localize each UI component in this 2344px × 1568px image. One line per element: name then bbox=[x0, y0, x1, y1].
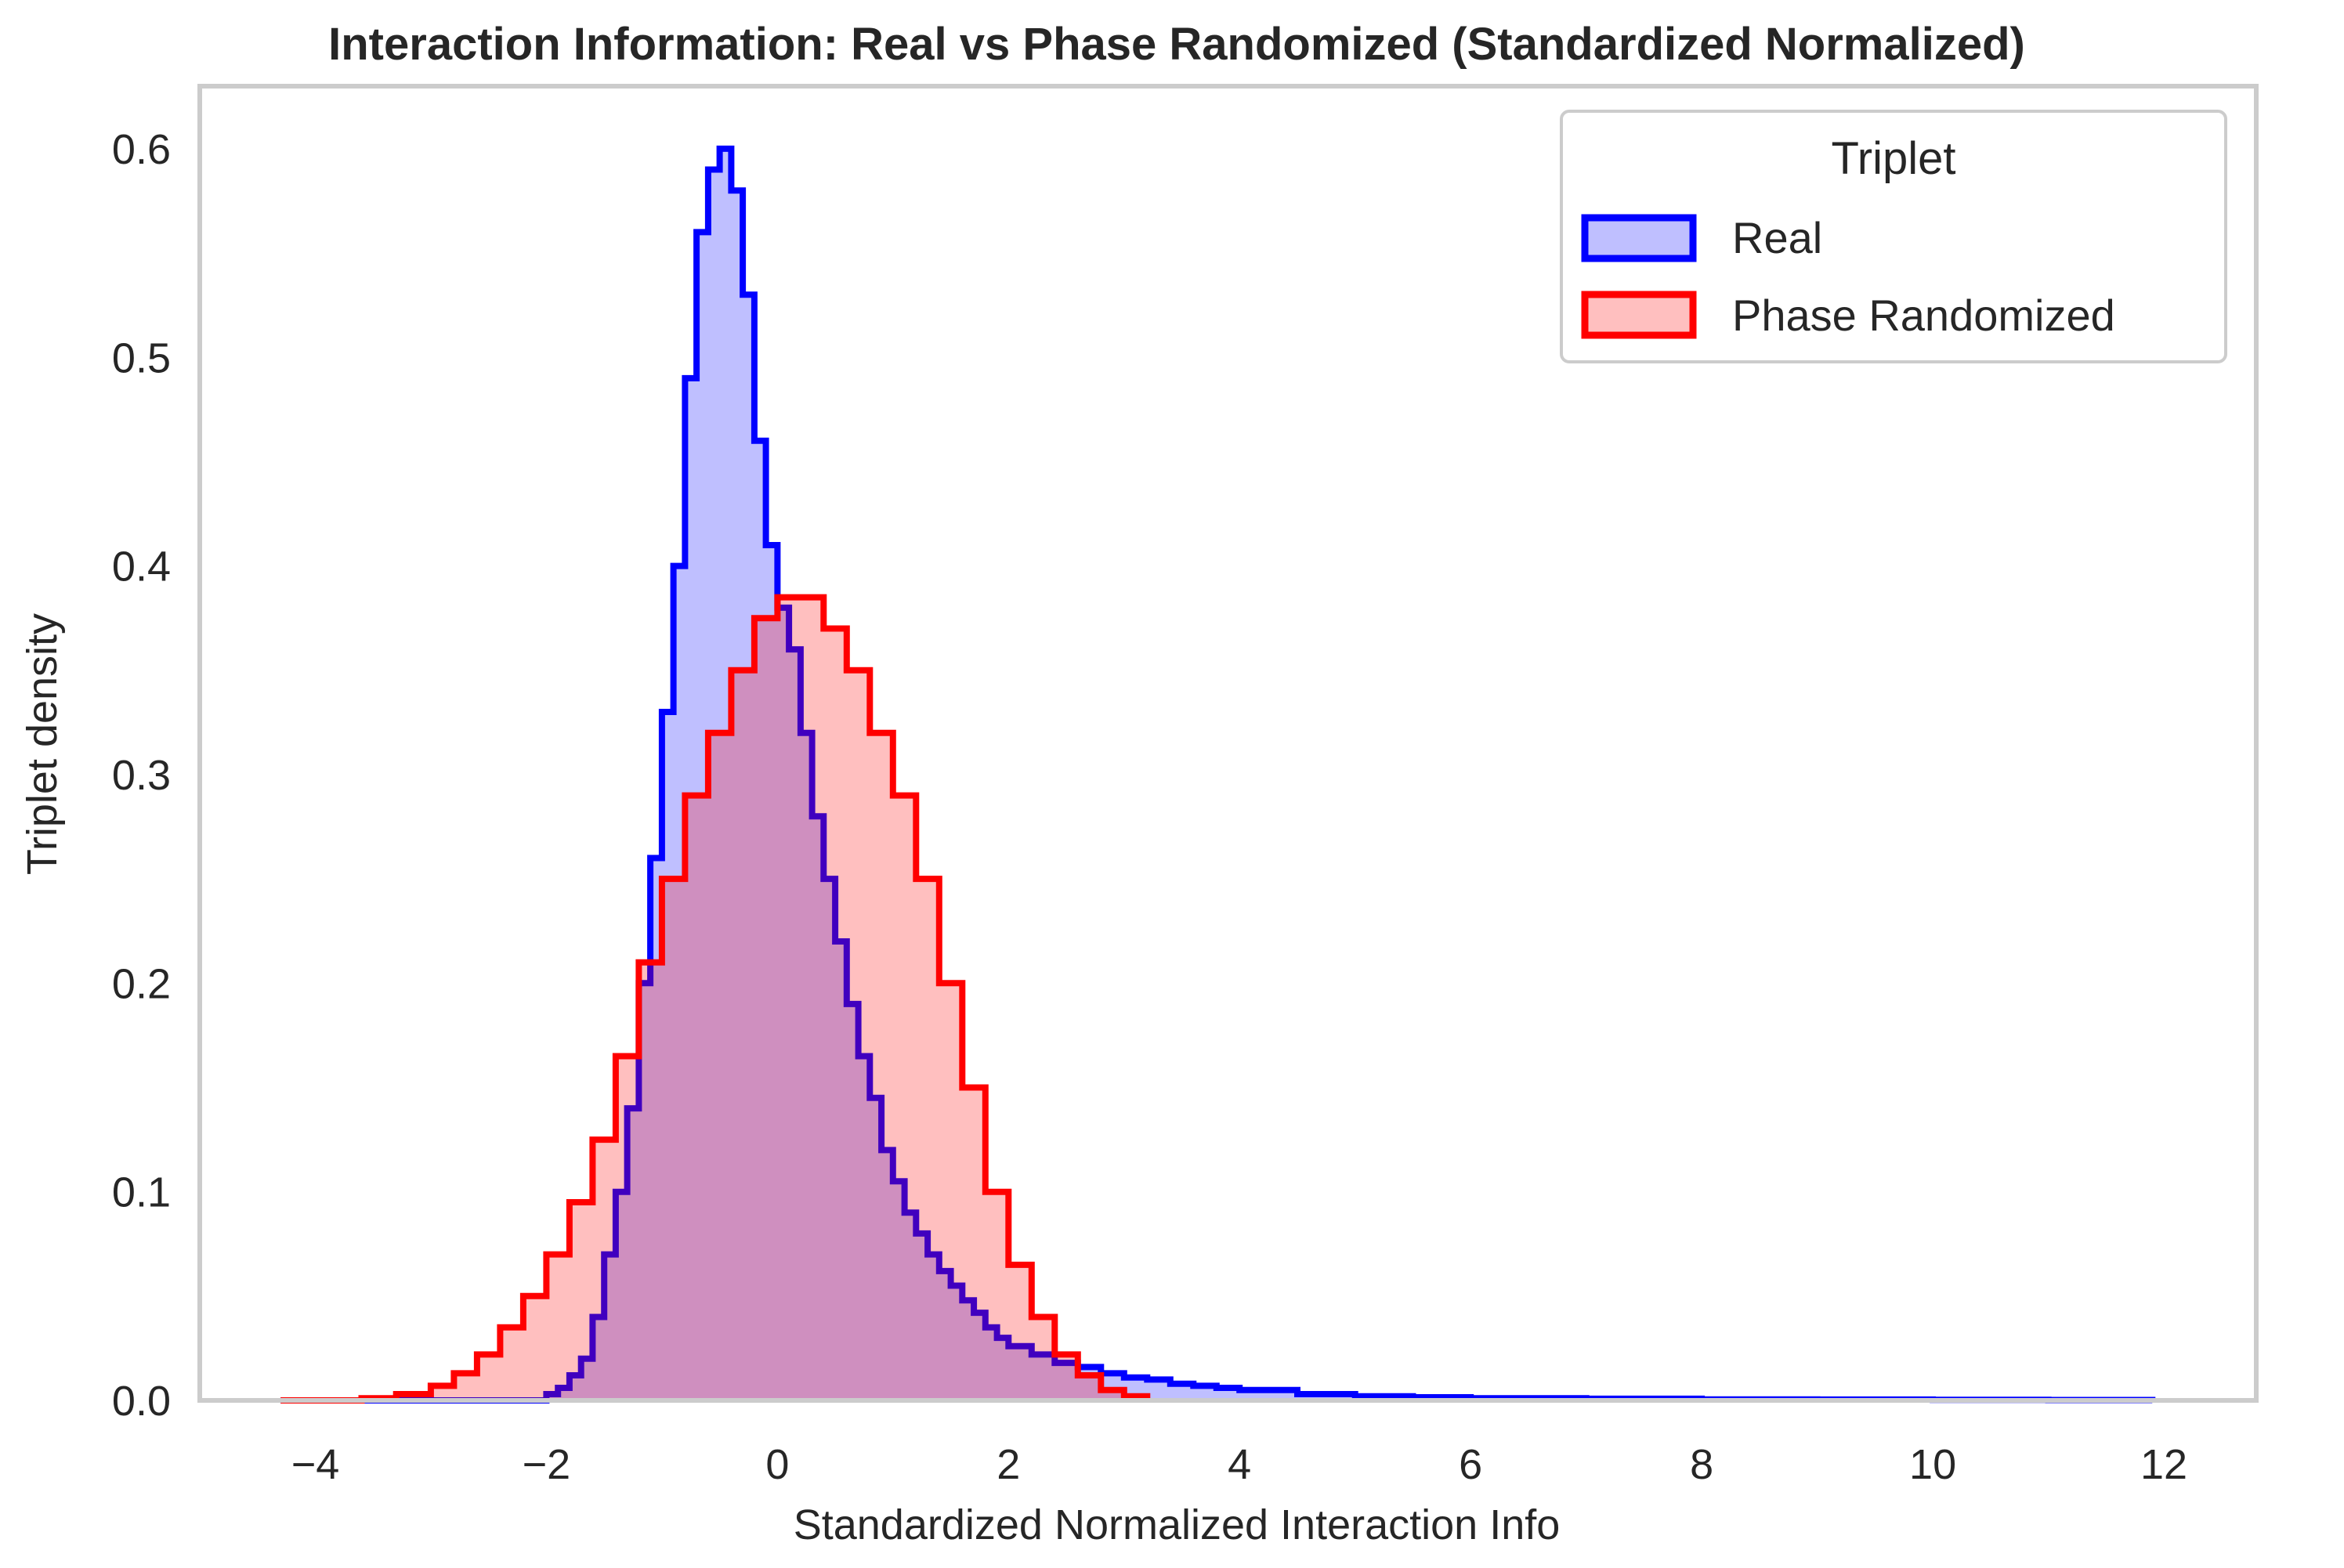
x-tick-label: 0 bbox=[765, 1441, 789, 1488]
x-axis-ticks: −4 −2 0 2 4 6 8 10 12 bbox=[291, 1441, 2187, 1488]
x-tick-label: 8 bbox=[1690, 1441, 1713, 1488]
plot-frame bbox=[197, 84, 2259, 1403]
y-tick-label: 0.2 bbox=[112, 960, 171, 1007]
x-axis-label: Standardized Normalized Interaction Info bbox=[794, 1501, 1561, 1548]
series-line-real bbox=[280, 145, 2156, 1404]
series-line-phase-randomized bbox=[280, 594, 1151, 1404]
legend-box bbox=[1560, 110, 2227, 363]
legend-swatch-real bbox=[1581, 214, 1697, 262]
x-tick-label: −4 bbox=[291, 1441, 340, 1488]
legend-label-phase-randomized: Phase Randomized bbox=[1732, 291, 2115, 340]
y-axis-ticks: 0.0 0.1 0.2 0.3 0.4 0.5 0.6 bbox=[112, 126, 171, 1425]
y-tick-label: 0.5 bbox=[112, 334, 171, 381]
x-tick-label: 4 bbox=[1228, 1441, 1251, 1488]
y-tick-label: 0.3 bbox=[112, 752, 171, 799]
chart-title: Interaction Information: Real vs Phase R… bbox=[328, 19, 2025, 70]
y-tick-label: 0.0 bbox=[112, 1378, 171, 1425]
y-tick-label: 0.6 bbox=[112, 126, 171, 173]
y-axis-label: Triplet density bbox=[19, 613, 66, 875]
y-tick-label: 0.4 bbox=[112, 544, 171, 591]
x-tick-label: 12 bbox=[2140, 1441, 2187, 1488]
x-tick-label: 6 bbox=[1459, 1441, 1482, 1488]
legend-swatch-phase-randomized bbox=[1581, 291, 1697, 339]
series-layer bbox=[280, 145, 2156, 1404]
legend-label-real: Real bbox=[1732, 213, 1822, 262]
legend: Triplet Real Phase Randomized bbox=[1560, 110, 2227, 363]
series-area-real bbox=[280, 148, 2153, 1400]
series-area-phase-randomized bbox=[280, 597, 1148, 1400]
legend-title: Triplet bbox=[1832, 133, 1956, 184]
x-tick-label: 2 bbox=[997, 1441, 1020, 1488]
x-tick-label: −2 bbox=[523, 1441, 571, 1488]
x-tick-label: 10 bbox=[1909, 1441, 1956, 1488]
y-tick-label: 0.1 bbox=[112, 1169, 171, 1216]
